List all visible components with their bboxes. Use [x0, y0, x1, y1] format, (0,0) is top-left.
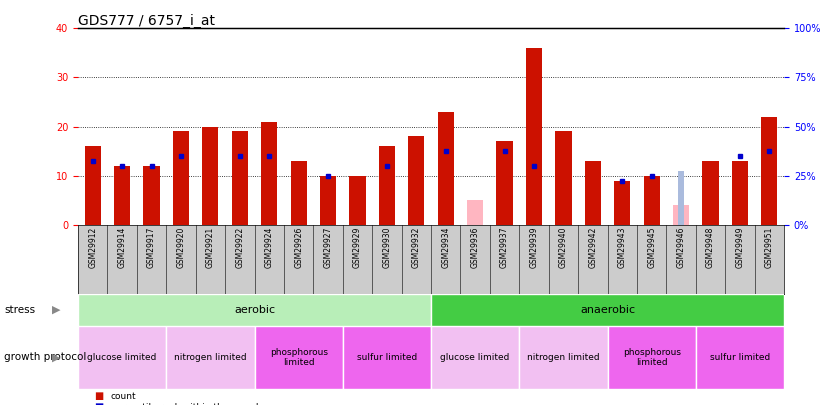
Bar [497, 141, 512, 225]
Text: ■: ■ [94, 403, 103, 405]
Bar [320, 176, 336, 225]
Bar [695, 326, 784, 389]
Text: stress: stress [4, 305, 35, 315]
Bar [555, 132, 571, 225]
Text: GSM29926: GSM29926 [294, 227, 303, 268]
Text: GSM29922: GSM29922 [236, 227, 245, 268]
Text: GSM29939: GSM29939 [530, 227, 539, 269]
Text: count: count [111, 392, 136, 401]
Text: GSM29914: GSM29914 [117, 227, 126, 268]
Text: growth protocol: growth protocol [4, 352, 86, 362]
Bar [519, 326, 608, 389]
Bar [431, 294, 784, 326]
Text: glucose limited: glucose limited [87, 353, 157, 362]
Text: GSM29927: GSM29927 [323, 227, 333, 268]
Text: GSM29934: GSM29934 [441, 227, 450, 269]
Bar [644, 176, 660, 225]
Text: anaerobic: anaerobic [580, 305, 635, 315]
Bar [673, 205, 689, 225]
Bar [703, 161, 718, 225]
Bar [255, 326, 343, 389]
Bar [202, 126, 218, 225]
Text: sulfur limited: sulfur limited [357, 353, 417, 362]
Bar [85, 146, 101, 225]
Text: sulfur limited: sulfur limited [710, 353, 770, 362]
Bar [78, 294, 431, 326]
Text: phosphorous
limited: phosphorous limited [269, 348, 328, 367]
Bar [261, 122, 277, 225]
Bar [678, 171, 685, 225]
Text: GSM29948: GSM29948 [706, 227, 715, 268]
Text: GSM29917: GSM29917 [147, 227, 156, 268]
Bar [408, 136, 424, 225]
Text: GSM29937: GSM29937 [500, 227, 509, 269]
Bar [526, 48, 542, 225]
Text: nitrogen limited: nitrogen limited [527, 353, 599, 362]
Bar [350, 176, 365, 225]
Bar [761, 117, 777, 225]
Bar [378, 146, 395, 225]
Text: GSM29920: GSM29920 [177, 227, 186, 268]
Text: GSM29943: GSM29943 [617, 227, 626, 269]
Text: glucose limited: glucose limited [440, 353, 510, 362]
Bar [173, 132, 189, 225]
Text: GSM29940: GSM29940 [559, 227, 568, 269]
Text: GSM29949: GSM29949 [736, 227, 745, 269]
Bar [585, 161, 601, 225]
Bar [232, 132, 248, 225]
Text: GSM29945: GSM29945 [647, 227, 656, 269]
Bar [166, 326, 255, 389]
Text: aerobic: aerobic [234, 305, 275, 315]
Text: GSM29924: GSM29924 [264, 227, 273, 268]
Bar [431, 326, 519, 389]
Text: GSM29942: GSM29942 [589, 227, 598, 268]
Text: GSM29946: GSM29946 [677, 227, 686, 269]
Text: GSM29936: GSM29936 [470, 227, 479, 269]
Bar [144, 166, 159, 225]
Text: ■: ■ [94, 391, 103, 401]
Text: GSM29932: GSM29932 [412, 227, 421, 268]
Bar [732, 161, 748, 225]
Bar [291, 161, 307, 225]
Text: GSM29951: GSM29951 [765, 227, 774, 268]
Text: nitrogen limited: nitrogen limited [174, 353, 246, 362]
Text: GSM29929: GSM29929 [353, 227, 362, 268]
Bar [467, 200, 484, 225]
Bar [78, 326, 166, 389]
Text: ▶: ▶ [52, 305, 60, 315]
Text: percentile rank within the sample: percentile rank within the sample [111, 403, 264, 405]
Bar [114, 166, 131, 225]
Text: phosphorous
limited: phosphorous limited [622, 348, 681, 367]
Text: GDS777 / 6757_i_at: GDS777 / 6757_i_at [78, 14, 215, 28]
Bar [438, 112, 454, 225]
Text: GSM29921: GSM29921 [206, 227, 215, 268]
Bar [614, 181, 631, 225]
Text: ▶: ▶ [52, 352, 60, 362]
Bar [343, 326, 431, 389]
Text: GSM29912: GSM29912 [88, 227, 97, 268]
Bar [608, 326, 696, 389]
Text: GSM29930: GSM29930 [383, 227, 392, 269]
